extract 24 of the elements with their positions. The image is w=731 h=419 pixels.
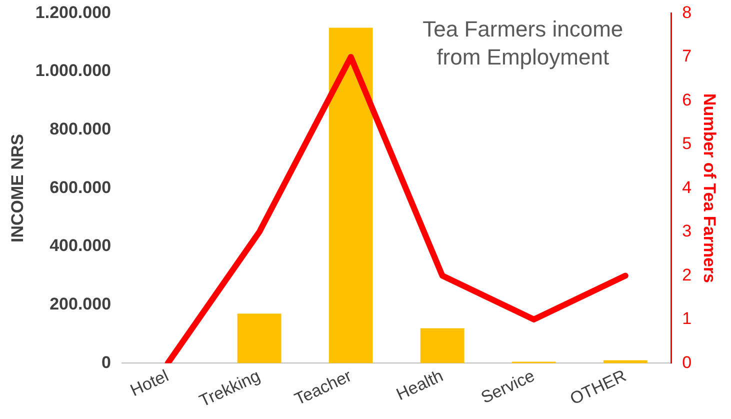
y2-tick-label: 6 [682, 90, 692, 110]
y2-tick-label: 0 [682, 352, 692, 372]
y-axis-title: INCOME NRS [8, 134, 27, 243]
x-tick-label: Hotel [127, 366, 172, 400]
y-tick-label: 0 [102, 352, 112, 372]
y2-tick-label: 5 [682, 134, 692, 154]
text: Tea Farmers income from Employment [422, 16, 624, 70]
y2-tick-label: 8 [682, 2, 692, 22]
y2-tick-label: 2 [682, 265, 692, 284]
bar [420, 328, 464, 364]
bar [237, 314, 282, 364]
y-tick-label: 1.000.000 [35, 61, 112, 80]
y-tick-label: 200.000 [50, 294, 112, 314]
y2-tick-label: 7 [682, 46, 692, 66]
y-tick-label: 600.000 [50, 178, 112, 197]
bar [328, 28, 373, 364]
y-tick-label: 400.000 [50, 236, 112, 256]
y2-tick-label: 1 [682, 309, 692, 328]
y2-axis-title: Number of Tea Farmers [700, 93, 720, 284]
y-tick-label: 1.200.000 [35, 2, 112, 22]
y-tick-label: 800.000 [50, 120, 112, 139]
y2-tick-label: 3 [682, 222, 692, 241]
x-tick-label: Health [393, 366, 446, 404]
y2-tick-label: 4 [682, 178, 692, 197]
